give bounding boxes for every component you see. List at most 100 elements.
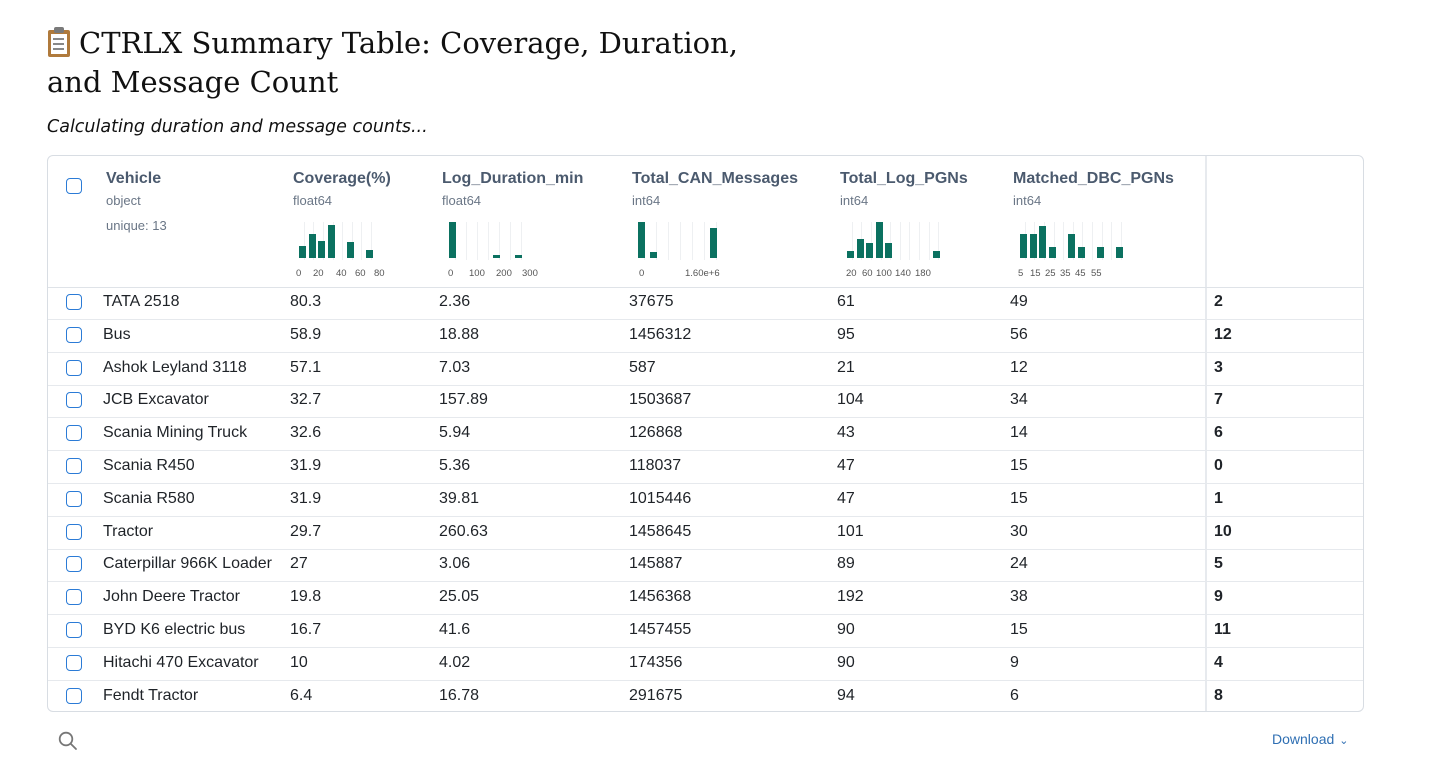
- histogram-bar: [710, 228, 717, 258]
- cell-dbc-pgns: 34: [1010, 391, 1028, 409]
- table-row[interactable]: Ashok Leyland 3118 57.1 7.03 587 21 12 3: [48, 353, 1363, 386]
- search-icon[interactable]: [58, 731, 78, 751]
- cell-index: 9: [1214, 588, 1223, 606]
- histogram-tick-label: 20: [313, 268, 324, 279]
- cell-messages: 174356: [629, 653, 683, 671]
- table-row[interactable]: BYD K6 electric bus 16.7 41.6 1457455 90 15 11: [48, 615, 1363, 648]
- cell-log-pgns: 90: [837, 653, 855, 671]
- cell-vehicle: Tractor: [103, 522, 154, 540]
- cell-duration: 5.36: [439, 457, 471, 474]
- histogram-gridline: [692, 222, 693, 260]
- histogram-gridline: [919, 222, 920, 260]
- column-dtype: object: [106, 193, 141, 208]
- column-dtype: int64: [840, 193, 869, 208]
- histogram-bar: [847, 251, 854, 258]
- cell-duration: 3.06: [439, 555, 471, 573]
- histogram-tick-label: 15: [1030, 268, 1041, 279]
- cell-vehicle: Scania Mining Truck: [103, 424, 248, 442]
- row-checkbox[interactable]: [66, 458, 82, 474]
- cell-coverage: 19.8: [290, 588, 322, 606]
- chevron-down-icon: ⌄: [1339, 735, 1349, 747]
- table-row[interactable]: Bus 58.9 18.88 1456312 95 56 12: [48, 320, 1363, 353]
- cell-log-pgns: 104: [837, 391, 864, 409]
- column-header-matched-dbc-pgns[interactable]: Matched_DBC_PGNs int64: [1013, 170, 1174, 208]
- row-checkbox[interactable]: [66, 359, 82, 376]
- row-checkbox[interactable]: [66, 294, 82, 310]
- histogram-tick-label: 20: [846, 268, 857, 279]
- histogram-bar: [1096, 247, 1104, 258]
- column-name: Total_Log_PGNs: [840, 170, 968, 187]
- histogram-tick-label: 55: [1091, 268, 1102, 279]
- cell-log-pgns: 90: [837, 621, 855, 638]
- cell-messages: 1456312: [629, 325, 692, 343]
- histogram-gridline: [465, 222, 467, 260]
- cell-messages: 1456368: [629, 588, 692, 606]
- table-row[interactable]: Fendt Tractor 6.4 16.78 291675 94 6 8: [48, 681, 1363, 711]
- column-header-coverage[interactable]: Coverage(%) float64: [293, 170, 391, 208]
- histogram-tick-label: 80: [374, 268, 385, 279]
- histogram-gridline: [1082, 222, 1084, 260]
- histogram-tick-label: 40: [336, 268, 347, 279]
- row-checkbox[interactable]: [66, 392, 82, 409]
- table-row[interactable]: John Deere Tractor 19.8 25.05 1456368 192 38 9: [48, 582, 1363, 616]
- row-checkbox[interactable]: [66, 687, 82, 704]
- column-header-vehicle[interactable]: Vehicle object unique: 13: [106, 170, 167, 233]
- cell-duration: 18.88: [439, 325, 480, 343]
- cell-vehicle: BYD K6 electric bus: [103, 621, 246, 638]
- histogram-gridline: [871, 222, 872, 260]
- histogram-bar: [866, 243, 874, 258]
- column-header-total-can-messages[interactable]: Total_CAN_Messages int64: [632, 170, 798, 208]
- page-title-text: CTRLX Summary Table: Coverage, Duration,…: [47, 26, 739, 99]
- histogram-tick-label: 300: [522, 268, 538, 279]
- column-header-total-log-pgns[interactable]: Total_Log_PGNs int64: [840, 170, 968, 208]
- histogram-gridline: [303, 222, 305, 260]
- row-checkbox[interactable]: [66, 654, 82, 671]
- histogram-bar: [1039, 226, 1047, 258]
- histogram-bar: [327, 225, 335, 258]
- histogram-gridline: [1063, 222, 1065, 260]
- cell-duration: 157.89: [439, 391, 488, 409]
- cell-duration: 4.02: [439, 653, 471, 671]
- cell-vehicle: TATA 2518: [103, 293, 180, 310]
- cell-duration: 39.81: [439, 489, 480, 507]
- histogram-gridline: [680, 222, 681, 260]
- histogram-tick-label: 1.60e+6: [685, 268, 720, 279]
- histogram-tick-label: 100: [876, 268, 892, 279]
- histogram-tick-label: 60: [862, 268, 873, 279]
- histogram-gridline: [909, 222, 911, 260]
- histogram-bar: [299, 246, 306, 258]
- table-row[interactable]: Caterpillar 966K Loader 27 3.06 145887 89 24 5: [48, 549, 1363, 583]
- cell-index: 4: [1214, 653, 1223, 671]
- table-row[interactable]: Scania Mining Truck 32.6 5.94 126868 43 14 6: [48, 418, 1363, 452]
- table-row[interactable]: Hitachi 470 Excavator 10 4.02 174356 90 9 4: [48, 648, 1363, 681]
- table-row[interactable]: Tractor 29.7 260.63 1458645 101 30 10: [48, 517, 1363, 550]
- column-header-log-duration[interactable]: Log_Duration_min float64: [442, 170, 583, 208]
- cell-dbc-pgns: 38: [1010, 588, 1028, 606]
- column-dtype: int64: [1013, 193, 1042, 208]
- row-checkbox[interactable]: [66, 589, 82, 606]
- cell-messages: 126868: [629, 424, 683, 442]
- row-checkbox[interactable]: [66, 556, 82, 573]
- row-checkbox[interactable]: [66, 326, 82, 343]
- status-text: Calculating duration and message counts.…: [47, 117, 428, 137]
- cell-log-pgns: 21: [837, 358, 855, 376]
- table-row[interactable]: Scania R450 31.9 5.36 118037 47 15 0: [48, 451, 1363, 484]
- select-all-checkbox[interactable]: [66, 178, 82, 194]
- row-checkbox[interactable]: [66, 490, 82, 507]
- histogram-gridline: [938, 222, 940, 260]
- histogram-tick-label: 180: [915, 268, 931, 279]
- table-row[interactable]: JCB Excavator 32.7 157.89 1503687 104 34 7: [48, 385, 1363, 419]
- row-checkbox[interactable]: [66, 622, 82, 638]
- row-checkbox[interactable]: [66, 523, 82, 540]
- cell-index: 11: [1214, 621, 1231, 638]
- histogram-gridline: [1111, 222, 1113, 260]
- download-button[interactable]: Download ⌄: [1272, 731, 1348, 747]
- cell-coverage: 10: [290, 653, 308, 671]
- cell-messages: 118037: [629, 457, 682, 474]
- histogram-gridline: [1120, 222, 1122, 260]
- cell-coverage: 57.1: [290, 358, 322, 376]
- cell-coverage: 80.3: [290, 293, 322, 310]
- row-checkbox[interactable]: [66, 425, 82, 442]
- table-row[interactable]: Scania R580 31.9 39.81 1015446 47 15 1: [48, 484, 1363, 517]
- table-row[interactable]: TATA 2518 80.3 2.36 37675 61 49 2: [48, 287, 1363, 320]
